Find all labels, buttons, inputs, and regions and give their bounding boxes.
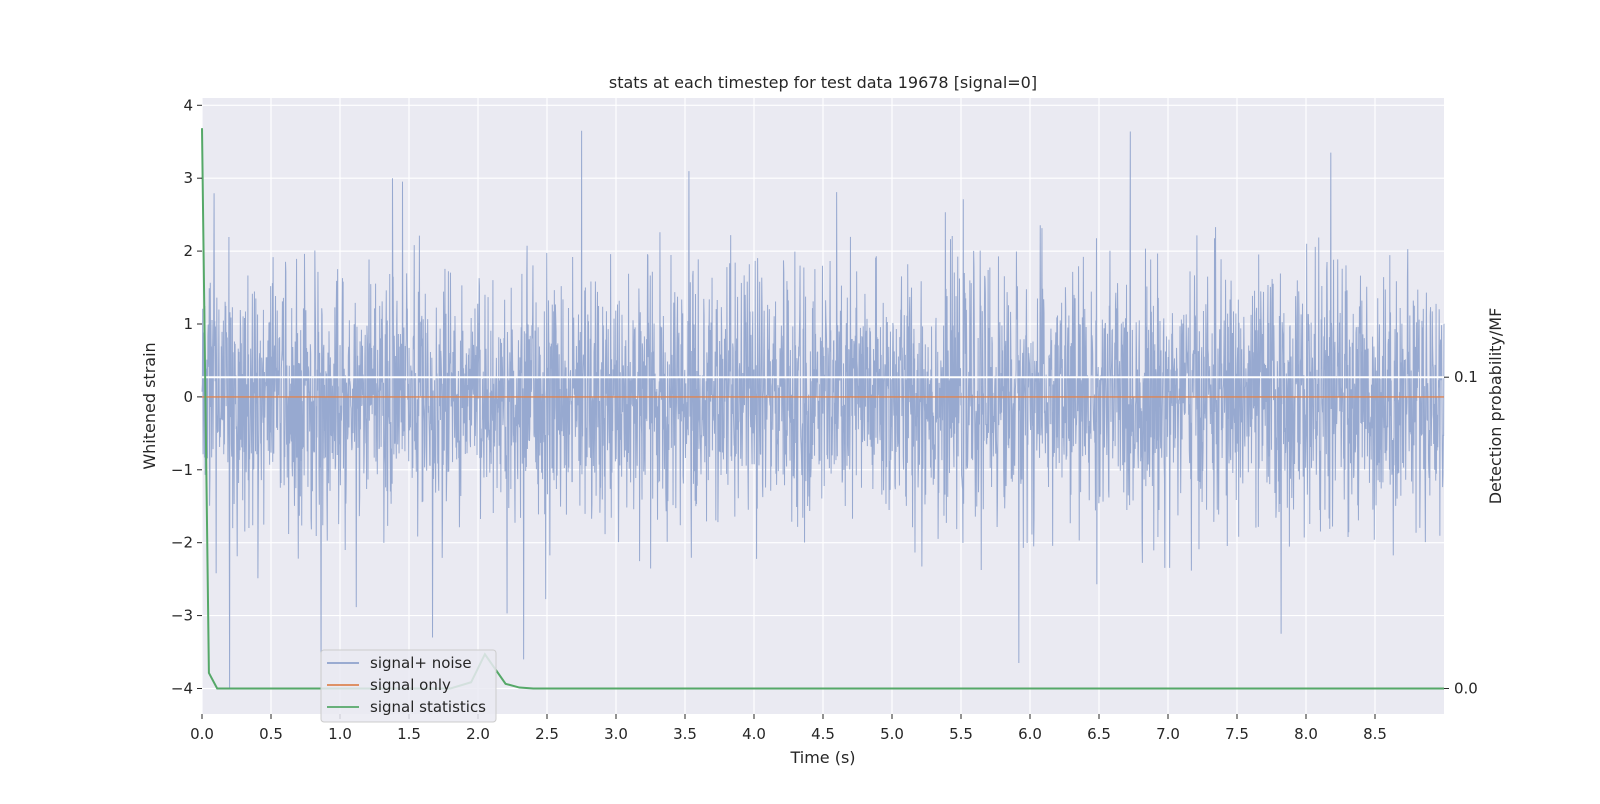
y-tick-label: 3 [183,169,193,187]
legend-box [320,649,497,723]
x-axis-label: Time (s) [789,748,855,767]
legend: signal+ noise signal only signal statist… [320,649,497,723]
x-tick-label: 1.5 [397,725,421,743]
x-tick-label: 0.0 [190,725,214,743]
x-tick-label: 1.0 [328,725,352,743]
x-tick-label: 7.5 [1225,725,1249,743]
x-tick-label: 2.0 [466,725,490,743]
x-tick-label: 3.5 [673,725,697,743]
legend-label-signal-statistics: signal statistics [370,698,486,716]
y-tick-label: 2 [183,242,193,260]
y-tick-label: −1 [171,461,193,479]
x-tick-label: 8.0 [1294,725,1318,743]
legend-label-signal-noise: signal+ noise [370,654,472,672]
y-tick-label: −3 [171,607,193,625]
x-tick-label: 6.5 [1087,725,1111,743]
y-tick-label: 1 [183,315,193,333]
x-tick-label: 3.0 [604,725,628,743]
series-signal-noise-line [201,130,1445,689]
legend-label-signal-only: signal only [370,676,451,694]
x-tick-label: 8.5 [1363,725,1387,743]
x-tick-label: 4.0 [742,725,766,743]
x-tick-label: 5.5 [949,725,973,743]
y2-tick-label: 0.0 [1454,679,1478,697]
x-tick-label: 2.5 [535,725,559,743]
x-tick-label: 6.0 [1018,725,1042,743]
noise-series [201,130,1445,689]
y-axis-label: Whitened strain [140,342,159,469]
y-tick-label: 0 [183,388,193,406]
x-tick-label: 4.5 [811,725,835,743]
y-tick-label: 4 [183,96,193,114]
y-tick-label: −2 [171,534,193,552]
x-tick-label: 7.0 [1156,725,1180,743]
y2-tick-label: 0.1 [1454,368,1478,386]
y-tick-label: −4 [171,679,193,697]
x-tick-label: 5.0 [880,725,904,743]
ticks: 0.0 0.5 1.0 1.5 2.0 2.5 3.0 3.5 4.0 4.5 5.0 5.5 6.0 6… [171,96,1478,743]
y2-axis-label: Detection probability/MF [1486,308,1505,505]
chart-title: stats at each timestep for test data 196… [609,73,1037,92]
x-tick-label: 0.5 [259,725,283,743]
